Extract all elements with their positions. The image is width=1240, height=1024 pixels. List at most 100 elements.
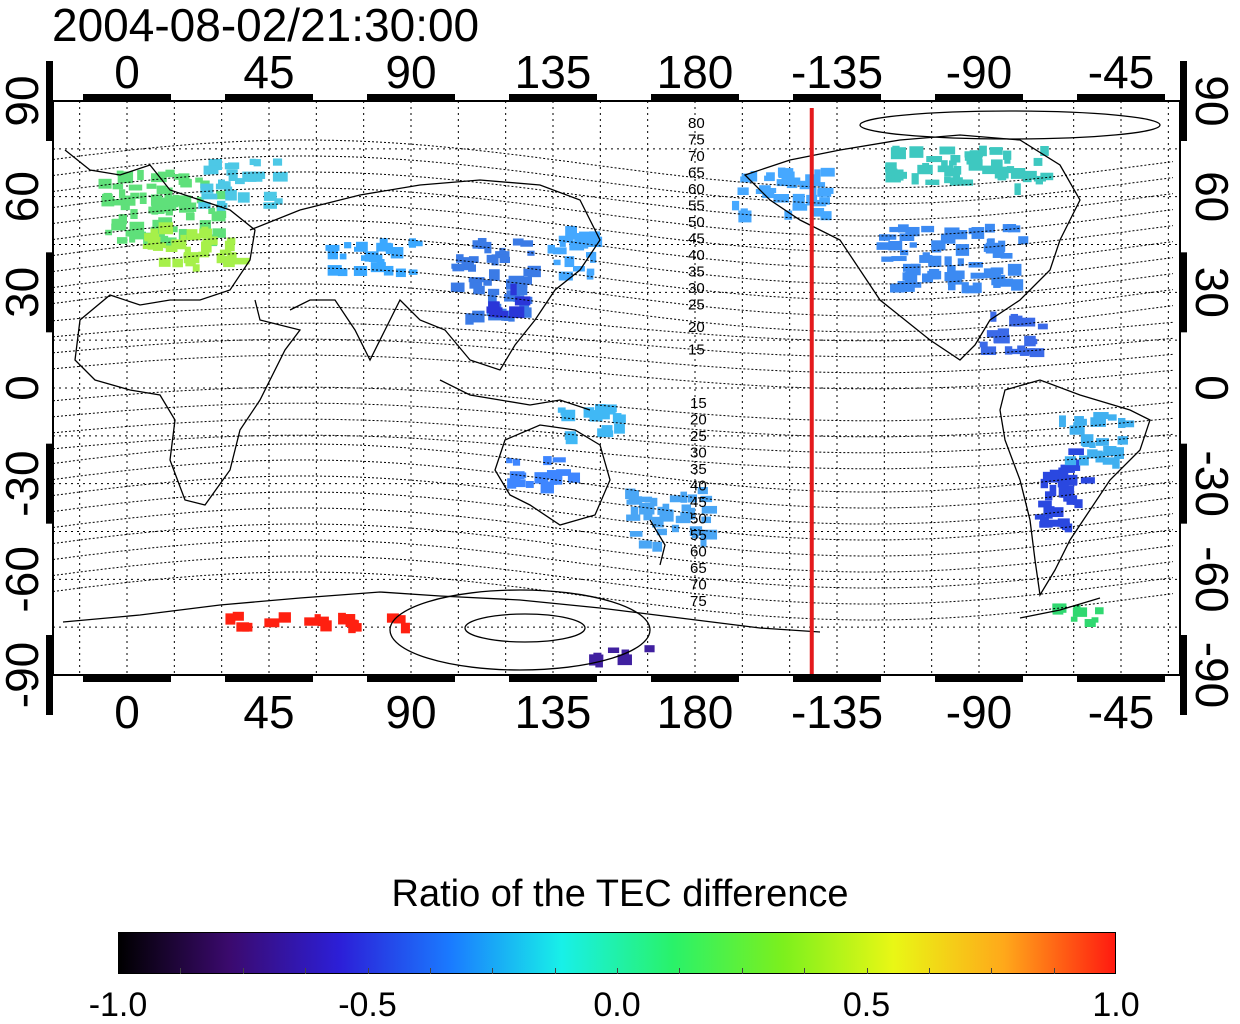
tec-cell <box>928 268 940 280</box>
tec-cell <box>1025 338 1038 345</box>
tec-cell <box>766 187 777 194</box>
colorbar-minor-tick <box>492 968 494 974</box>
tec-cell <box>343 614 356 624</box>
tec-cell <box>507 478 517 489</box>
tec-cell <box>506 457 513 464</box>
tec-cell <box>792 193 805 205</box>
tec-cell <box>165 169 175 178</box>
tec-cell <box>508 275 525 287</box>
lon-label-top: 90 <box>385 46 436 98</box>
tec-cell <box>525 480 534 488</box>
magnetic-latitude-contours <box>53 139 1174 621</box>
tec-cell <box>251 171 266 179</box>
tec-cell <box>701 505 718 514</box>
tec-cell <box>652 516 664 528</box>
tec-cell <box>171 239 187 250</box>
tec-cell <box>219 249 232 255</box>
frame-tick <box>46 61 53 141</box>
tec-cell <box>163 187 173 195</box>
tec-cell <box>965 285 980 294</box>
tec-cell <box>549 477 557 485</box>
tec-cell <box>216 253 225 264</box>
tec-cell <box>209 165 219 175</box>
tec-cell <box>979 145 987 157</box>
tec-cell <box>1049 507 1064 518</box>
tec-cell <box>510 283 517 296</box>
frame-tick <box>1077 675 1165 682</box>
colorbar-tick-label: 0.0 <box>593 986 641 1024</box>
tec-cell <box>890 283 905 293</box>
tec-cell <box>950 154 961 163</box>
tec-cell <box>913 267 921 274</box>
tec-cell <box>968 261 983 268</box>
axis-labels: 0045459090135135180180-135-135-90-90-45-… <box>0 46 1238 738</box>
tec-cell <box>164 191 173 202</box>
frame-tick <box>793 94 881 101</box>
tec-cell <box>192 264 200 272</box>
contour-label: 70 <box>688 148 705 165</box>
tec-cell <box>274 198 283 205</box>
tec-cell <box>999 278 1014 287</box>
lon-label-bottom: 135 <box>515 686 592 738</box>
contour-line <box>53 539 1174 589</box>
tec-cell <box>112 218 125 231</box>
tec-cell <box>983 268 994 279</box>
tec-cell <box>784 210 793 220</box>
tec-cell <box>1003 150 1012 160</box>
tec-cell <box>473 285 485 295</box>
tec-cell <box>471 313 483 320</box>
tec-cell <box>755 188 765 195</box>
frame-tick <box>83 675 171 682</box>
tec-cell <box>947 265 956 274</box>
tec-cell <box>1061 521 1070 531</box>
tec-cell <box>644 502 654 514</box>
tec-cell <box>1119 420 1135 428</box>
tec-cell <box>909 242 917 248</box>
tec-cell <box>543 456 552 466</box>
tec-cell <box>1040 516 1049 528</box>
tec-cell <box>776 179 788 187</box>
tec-cell <box>225 613 236 625</box>
lat-label-left: -90 <box>0 642 48 708</box>
colorbar-tick-label: -1.0 <box>88 986 148 1024</box>
tec-cell <box>1079 418 1087 426</box>
tec-cell <box>184 246 191 258</box>
tec-cell <box>700 535 707 547</box>
tec-cell <box>921 225 935 233</box>
tec-cell <box>461 260 474 271</box>
tec-cell <box>483 279 492 286</box>
tec-cell <box>527 250 535 256</box>
contour-line <box>53 475 1174 525</box>
tec-cell <box>689 526 703 537</box>
tec-cell <box>904 272 913 284</box>
tec-cell <box>812 207 825 217</box>
tec-cell <box>253 159 261 167</box>
contour-label: 35 <box>688 264 705 281</box>
colorbar-tick-label: -0.5 <box>338 986 397 1024</box>
tec-cell <box>1020 348 1035 355</box>
tec-cell <box>681 504 691 512</box>
tec-cell <box>1047 519 1061 527</box>
tec-cell <box>518 276 532 285</box>
tec-cell <box>1064 456 1077 466</box>
frame-tick <box>509 675 597 682</box>
tec-cell <box>515 284 523 294</box>
tec-cell <box>601 425 613 434</box>
tec-cell <box>200 183 214 194</box>
contour-label: 50 <box>690 511 707 528</box>
lat-label-left: 0 <box>0 375 48 401</box>
tec-cell <box>264 618 280 628</box>
tec-cell <box>966 153 983 165</box>
timestamp-title: 2004-08-02/21:30:00 <box>52 0 480 51</box>
tec-cell <box>881 256 894 262</box>
lat-label-right: 60 <box>1186 171 1238 222</box>
tec-cell <box>1020 317 1036 327</box>
tec-cell <box>98 178 112 189</box>
tec-cell <box>687 494 698 503</box>
tec-cell <box>116 237 128 244</box>
tec-cell <box>469 279 483 289</box>
tec-cell <box>786 177 801 185</box>
tec-cell <box>1070 616 1078 622</box>
tec-cell <box>223 181 231 191</box>
tec-cell <box>922 252 930 258</box>
